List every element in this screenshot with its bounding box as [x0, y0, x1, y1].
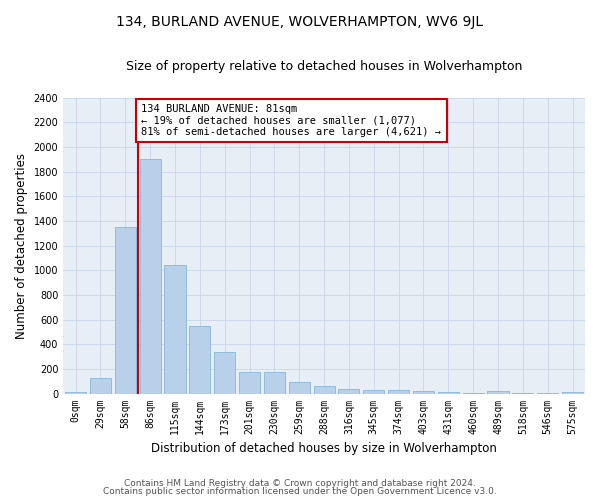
Bar: [214, 352, 235, 394]
Bar: [512, 393, 533, 394]
Bar: [289, 382, 310, 394]
Bar: [264, 372, 285, 394]
Bar: [90, 378, 111, 394]
Bar: [438, 392, 459, 394]
Bar: [140, 160, 161, 394]
Bar: [314, 386, 335, 394]
Bar: [338, 389, 359, 394]
Text: 134, BURLAND AVENUE, WOLVERHAMPTON, WV6 9JL: 134, BURLAND AVENUE, WOLVERHAMPTON, WV6 …: [116, 15, 484, 29]
Bar: [65, 392, 86, 394]
Bar: [189, 326, 211, 394]
Bar: [537, 393, 558, 394]
Text: Contains public sector information licensed under the Open Government Licence v3: Contains public sector information licen…: [103, 487, 497, 496]
Text: 134 BURLAND AVENUE: 81sqm
← 19% of detached houses are smaller (1,077)
81% of se: 134 BURLAND AVENUE: 81sqm ← 19% of detac…: [142, 104, 442, 137]
Bar: [388, 390, 409, 394]
Bar: [463, 392, 484, 394]
Y-axis label: Number of detached properties: Number of detached properties: [15, 152, 28, 338]
Bar: [413, 392, 434, 394]
Text: Contains HM Land Registry data © Crown copyright and database right 2024.: Contains HM Land Registry data © Crown c…: [124, 478, 476, 488]
Bar: [363, 390, 385, 394]
Title: Size of property relative to detached houses in Wolverhampton: Size of property relative to detached ho…: [126, 60, 522, 73]
Bar: [239, 372, 260, 394]
X-axis label: Distribution of detached houses by size in Wolverhampton: Distribution of detached houses by size …: [151, 442, 497, 455]
Bar: [562, 392, 583, 394]
Bar: [164, 265, 185, 394]
Bar: [115, 227, 136, 394]
Bar: [487, 391, 509, 394]
